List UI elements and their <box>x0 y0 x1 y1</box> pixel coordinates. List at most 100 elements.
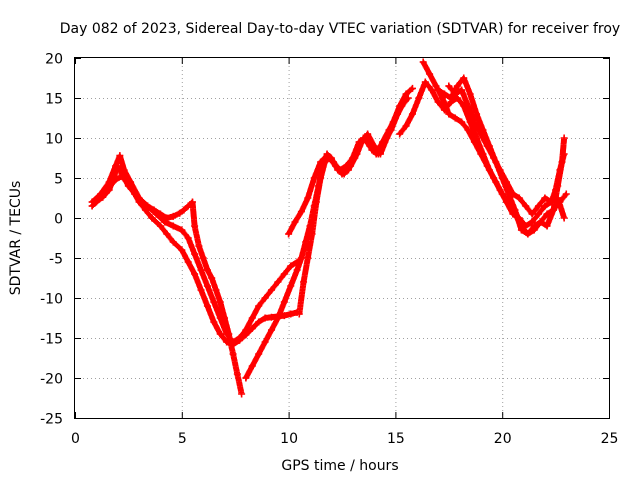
data-point <box>261 314 269 322</box>
data-point <box>477 150 485 158</box>
data-point <box>368 146 376 154</box>
data-point <box>268 326 276 334</box>
data-point <box>287 310 295 318</box>
x-tick-label: 15 <box>387 431 405 447</box>
data-point <box>522 222 530 230</box>
data-point <box>280 298 288 306</box>
data-point <box>556 166 564 174</box>
data-point <box>169 238 177 246</box>
data-point <box>342 162 350 170</box>
data-point <box>208 274 216 282</box>
data-point <box>477 130 485 138</box>
data-point <box>297 254 305 262</box>
y-axis-label: SDTVAR / TECUs <box>8 181 24 296</box>
data-point <box>233 370 241 378</box>
data-point <box>274 278 282 286</box>
data-point <box>176 209 184 217</box>
data-point <box>445 110 453 118</box>
data-point <box>541 194 549 202</box>
data-point <box>184 258 192 266</box>
data-point <box>293 266 301 274</box>
data-point <box>394 110 402 118</box>
data-point <box>432 82 440 90</box>
data-point <box>396 130 404 138</box>
data-point <box>528 210 536 218</box>
data-point <box>131 190 139 198</box>
axis-ticks: 0 5 10 15 20 25 -25 -20 -15 -10 -5 0 5 10 15 20 <box>40 52 618 448</box>
data-point <box>178 246 186 254</box>
data-point <box>336 166 344 174</box>
data-point <box>428 86 436 94</box>
data-point <box>483 162 491 170</box>
data-point <box>445 82 453 90</box>
data-point <box>402 90 410 98</box>
data-point <box>458 86 466 94</box>
data-point <box>517 226 525 234</box>
x-tick-label: 20 <box>494 431 512 447</box>
data-point <box>295 310 303 318</box>
data-point <box>203 302 211 310</box>
data-point <box>349 154 357 162</box>
data-point <box>490 174 498 182</box>
data-point <box>560 150 568 158</box>
data-point <box>460 74 468 82</box>
data-point <box>274 314 282 322</box>
data-point <box>188 198 196 206</box>
y-tick-label: -25 <box>40 412 63 428</box>
data-point <box>515 194 523 202</box>
data-point <box>451 90 459 98</box>
data-point <box>255 318 263 326</box>
data-point <box>522 202 530 210</box>
data-point <box>387 126 395 134</box>
data-point <box>229 350 237 358</box>
data-point <box>88 198 96 206</box>
x-tick-label: 5 <box>178 431 187 447</box>
data-point <box>441 90 449 98</box>
data-point <box>285 230 293 238</box>
chart-title: Day 082 of 2023, Sidereal Day-to-day VTE… <box>60 21 620 37</box>
data-point <box>502 178 510 186</box>
data-point <box>297 208 305 216</box>
data-point <box>560 134 568 142</box>
data-point <box>464 126 472 134</box>
data-point <box>560 214 568 222</box>
data-point <box>419 58 427 66</box>
data-point <box>169 212 177 220</box>
data-point-trace <box>189 199 198 228</box>
data-point <box>178 226 186 234</box>
data-point <box>421 78 429 86</box>
data-point <box>535 210 543 218</box>
data-point <box>203 266 211 274</box>
data-point <box>344 166 352 174</box>
data-point <box>268 313 276 321</box>
data-point <box>242 326 250 334</box>
data-point <box>447 94 455 102</box>
data-point <box>415 94 423 102</box>
data-point <box>361 134 369 142</box>
data-point <box>453 82 461 90</box>
data-series <box>285 98 408 238</box>
data-point <box>537 218 545 226</box>
data-point <box>118 172 126 180</box>
data-point <box>268 286 276 294</box>
data-point <box>524 230 532 238</box>
data-point <box>400 98 408 106</box>
data-point <box>287 282 295 290</box>
y-tick-label: 0 <box>54 212 63 228</box>
y-tick-label: 15 <box>45 92 63 108</box>
data-point <box>530 222 538 230</box>
data-point <box>261 338 269 346</box>
data-point <box>105 184 113 192</box>
data-point <box>112 176 120 184</box>
data-point <box>203 282 211 290</box>
data-point <box>280 270 288 278</box>
y-tick-label: -15 <box>40 332 63 348</box>
y-tick-label: 20 <box>45 52 63 68</box>
grid-lines <box>75 58 609 418</box>
data-point <box>541 202 549 210</box>
data-point <box>197 286 205 294</box>
data-point <box>543 222 551 230</box>
data-point <box>180 206 188 214</box>
data-point <box>549 206 557 214</box>
data-point <box>210 298 218 306</box>
